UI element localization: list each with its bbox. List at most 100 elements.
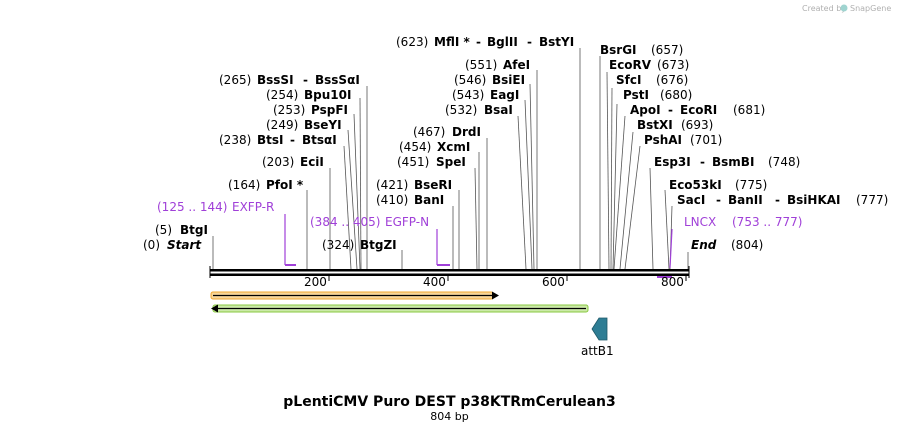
site-pos: (546): [454, 73, 486, 87]
credit-brand: SnapGene: [850, 4, 891, 13]
site-xcmi: XcmI: [437, 140, 470, 154]
svg-text:-: -: [668, 103, 673, 117]
site-pos: (467): [413, 125, 445, 139]
site-pos: (5): [155, 223, 172, 237]
site-spei: SpeI: [436, 155, 466, 169]
site-pos: (680): [660, 88, 692, 102]
site-ecii: EciI: [300, 155, 324, 169]
site-btgzi: BtgZI: [360, 238, 397, 252]
axis-tick-label: 200: [304, 275, 327, 289]
site-drdi: DrdI: [452, 125, 481, 139]
site-pos: (203): [262, 155, 294, 169]
site-bani: BanI: [414, 193, 444, 207]
site-pshai: PshAI: [644, 133, 682, 147]
site-pos: (804): [731, 238, 763, 252]
attb1-feature-icon[interactable]: [591, 317, 608, 341]
map-length: 804 bp: [430, 410, 468, 423]
site-pos: (253): [273, 103, 305, 117]
axis-tick-label: 600: [542, 275, 565, 289]
site-btgi: BtgI: [180, 223, 208, 237]
primer-range: (125 .. 144): [157, 200, 227, 214]
site-eco53ki: Eco53kI: [669, 178, 722, 192]
site-pos: (532): [445, 103, 477, 117]
svg-text:-: -: [775, 193, 780, 207]
site-mfli: MflI *: [434, 35, 470, 49]
primer-range: (753 .. 777): [732, 215, 802, 229]
site-bseri: BseRI: [414, 178, 452, 192]
site-start-label: Start: [167, 238, 202, 252]
site-btsi: BtsI: [257, 133, 284, 147]
primer-exfp-r: EXFP-R: [232, 200, 274, 214]
site-bstxi: BstXI: [637, 118, 673, 132]
svg-text:-: -: [527, 35, 532, 49]
site-bstyi: BstYI: [539, 35, 574, 49]
site-bsssai: BssSαI: [315, 73, 360, 87]
site-afei: AfeI: [503, 58, 530, 72]
primer-lncx: LNCX: [684, 215, 716, 229]
site-esp3i: Esp3I: [654, 155, 691, 169]
snapgene-logo-icon: [840, 4, 848, 12]
site-pos: (623): [396, 35, 428, 49]
axis: 200 400 600 800: [304, 275, 687, 289]
site-bsihkai: BsiHKAI: [787, 193, 841, 207]
site-bglii: BglII: [487, 35, 518, 49]
site-pos: (748): [768, 155, 800, 169]
site-bseyi: BseYI: [304, 118, 342, 132]
site-ecorv: EcoRV: [609, 58, 652, 72]
svg-text:-: -: [716, 193, 721, 207]
site-pos: (681): [733, 103, 765, 117]
primer-labels: (125 .. 144) EXFP-R (384 .. 405) EGFP-N …: [157, 200, 802, 229]
site-pos: (265): [219, 73, 251, 87]
site-pos: (657): [651, 43, 683, 57]
site-pos: (254): [266, 88, 298, 102]
primer-egfp-n: EGFP-N: [385, 215, 429, 229]
site-pos: (454): [399, 140, 431, 154]
site-pos: (238): [219, 133, 251, 147]
site-pos: (775): [735, 178, 767, 192]
site-bpu10i: Bpu10I: [304, 88, 351, 102]
site-saci: SacI: [677, 193, 705, 207]
site-end-label: End: [691, 238, 717, 252]
credit-prefix: Created by: [802, 4, 846, 13]
site-pos: (693): [681, 118, 713, 132]
orf-reverse-arrow: [211, 304, 589, 313]
primer-range: (384 .. 405): [310, 215, 380, 229]
site-pos: (324): [322, 238, 354, 252]
site-banii: BanII: [728, 193, 763, 207]
orf-forward-arrow: [210, 291, 499, 300]
site-pos: (249): [266, 118, 298, 132]
site-ecori: EcoRI: [680, 103, 717, 117]
site-pos: (551): [465, 58, 497, 72]
site-connectors: [212, 48, 689, 270]
primer-marks: [284, 214, 673, 278]
svg-text:-: -: [290, 133, 295, 147]
svg-text:-: -: [700, 155, 705, 169]
axis-tick-label: 800: [661, 275, 684, 289]
svg-text:-: -: [476, 35, 481, 49]
site-bsai: BsaI: [484, 103, 513, 117]
site-pfoi: PfoI *: [266, 178, 304, 192]
site-pos: (421): [376, 178, 408, 192]
site-pos: (451): [397, 155, 429, 169]
site-bsrgi: BsrGI: [600, 43, 637, 57]
site-pos: (164): [228, 178, 260, 192]
axis-tick-label: 400: [423, 275, 446, 289]
site-labels: (0) Start (5) BtgI (164) PfoI * (203) Ec…: [143, 35, 888, 252]
site-pspfi: PspFI: [311, 103, 348, 117]
site-pos: (543): [452, 88, 484, 102]
site-sfci: SfcI: [616, 73, 641, 87]
site-bsssi: BssSI: [257, 73, 294, 87]
site-bsiei: BsiEI: [492, 73, 525, 87]
site-pos: (0): [143, 238, 160, 252]
attb1-label: attB1: [581, 344, 614, 358]
site-psti: PstI: [623, 88, 649, 102]
site-btsai: BtsαI: [302, 133, 337, 147]
site-eagi: EagI: [490, 88, 519, 102]
sequence-backbone: [209, 266, 690, 278]
site-pos: (673): [657, 58, 689, 72]
site-pos: (410): [376, 193, 408, 207]
svg-text:-: -: [303, 73, 308, 87]
map-title: pLentiCMV Puro DEST p38KTRmCerulean3: [283, 394, 616, 410]
site-bsmbi: BsmBI: [712, 155, 754, 169]
